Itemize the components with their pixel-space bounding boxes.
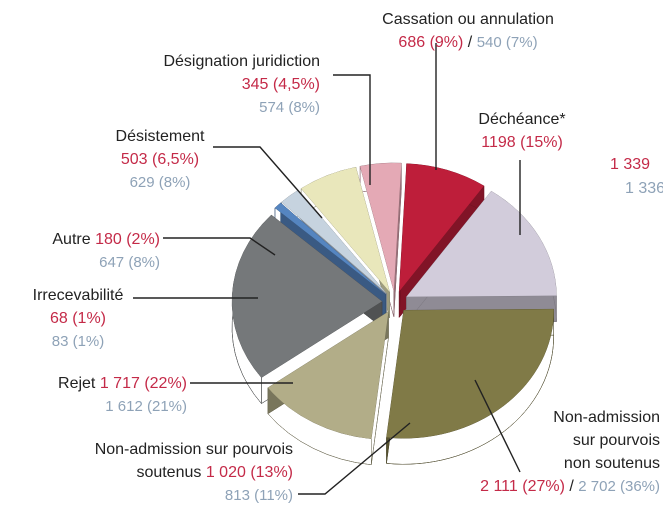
slice <box>386 309 554 439</box>
slice <box>281 190 387 294</box>
label-row: Cassation ou annulation <box>318 8 618 31</box>
label-row: Non-admission sur pourvois soutenus 1 02… <box>61 438 293 484</box>
label-row: Autre 180 (2%) <box>0 228 160 251</box>
value-label: 503 (6,5%) <box>120 151 200 168</box>
category: Déchéance* <box>478 111 566 128</box>
leader-line <box>163 237 276 256</box>
label-row: Non-admission sur pourvois non soutenus <box>542 406 660 475</box>
previous-value-label: 629 (8%) <box>129 174 191 191</box>
category: Cassation ou annulation <box>382 11 554 28</box>
previous-value-label: 647 (8%) <box>99 254 160 271</box>
category: Désistement <box>115 128 205 145</box>
label-row: 813 (11%) <box>0 484 293 505</box>
value-label: 345 (4,5%) <box>241 76 320 93</box>
slice-label: Non-admission sur pourvois non soutenus 2… <box>360 406 660 498</box>
leader-lines <box>133 43 521 495</box>
slice-label: Déchéance* 1198 (15%) <box>372 108 663 154</box>
slice <box>232 215 383 378</box>
category: Rejet <box>58 375 96 392</box>
label-row: 83 (1%) <box>0 330 228 353</box>
slice-label: Désignation juridiction 345 (4,5%) 574 (8%… <box>20 50 320 119</box>
label-row: 647 (8%) <box>0 251 160 274</box>
label-row: Rejet 1 717 (22%) <box>0 372 187 395</box>
category: Non-admission sur pourvois non soutenus <box>553 409 660 472</box>
slice-label: Désistement 503 (6,5%) 629 (8%) <box>10 125 310 194</box>
slice <box>274 202 386 295</box>
label-row: 1198 (15%) <box>372 131 663 154</box>
category: Autre <box>52 231 91 248</box>
leader-line <box>298 422 411 495</box>
slice-label: Autre 180 (2%) 647 (8%) <box>0 228 160 274</box>
slice-label: Non-admission sur pourvois soutenus 1 02… <box>0 438 293 505</box>
value-label: 1 020 (13%) <box>205 464 293 481</box>
label-row: 574 (8%) <box>20 96 320 119</box>
label-row: Désignation juridiction <box>20 50 320 73</box>
label-row: Déchéance* <box>372 108 663 131</box>
previous-value-label: 540 (7%) <box>476 34 538 51</box>
slice-label: Cassation ou annulation 686 (9%) / 540 (7… <box>318 8 618 54</box>
value-label: 686 (9%) <box>398 34 464 51</box>
annotation: 1 339 <box>610 156 651 173</box>
annotation: 1 336 <box>625 180 663 197</box>
label-row: 345 (4,5%) <box>20 73 320 96</box>
label-row: 503 (6,5%) <box>10 148 310 171</box>
previous-value-label: 574 (8%) <box>259 99 320 116</box>
value-label: 68 (1%) <box>49 310 107 327</box>
slice <box>360 162 402 291</box>
label-row: 1 612 (21%) <box>0 395 187 418</box>
label-row: 686 (9%) / 540 (7%) <box>318 31 618 54</box>
slice <box>301 167 390 292</box>
leader-line <box>213 146 323 219</box>
category: Irrecevabilité <box>32 287 124 304</box>
value-label: 1198 (15%) <box>481 134 563 151</box>
previous-value-label: 2 702 (36%) <box>578 478 660 495</box>
pie <box>231 162 557 466</box>
label-row: Irrecevabilité <box>0 284 228 307</box>
slice <box>399 163 484 292</box>
category: Désignation juridiction <box>163 53 320 70</box>
value-label: 180 (2%) <box>95 231 160 248</box>
label-row: 629 (8%) <box>10 171 310 194</box>
separator: / <box>569 478 574 495</box>
separator: / <box>467 34 473 51</box>
previous-value-label: 83 (1%) <box>51 333 105 350</box>
value-label: 1 717 (22%) <box>99 375 187 392</box>
previous-value-label: 813 (11%) <box>224 487 293 504</box>
category: Non-admission sur pourvois soutenus <box>94 441 293 481</box>
slice <box>406 191 557 297</box>
label-row: 2 111 (27%) / 2 702 (36%) <box>360 475 660 498</box>
leader-line <box>474 379 521 473</box>
slice-label: Irrecevabilité 68 (1%) 83 (1%) <box>0 284 228 353</box>
label-row: Désistement <box>10 125 310 148</box>
leader-line <box>333 74 371 185</box>
slice-label: Rejet 1 717 (22%) 1 612 (21%) <box>0 372 187 418</box>
label-row: 68 (1%) <box>0 307 228 330</box>
slice <box>267 311 389 439</box>
previous-value-label: 1 612 (21%) <box>105 398 187 415</box>
value-label: 2 111 (27%) <box>480 478 565 495</box>
